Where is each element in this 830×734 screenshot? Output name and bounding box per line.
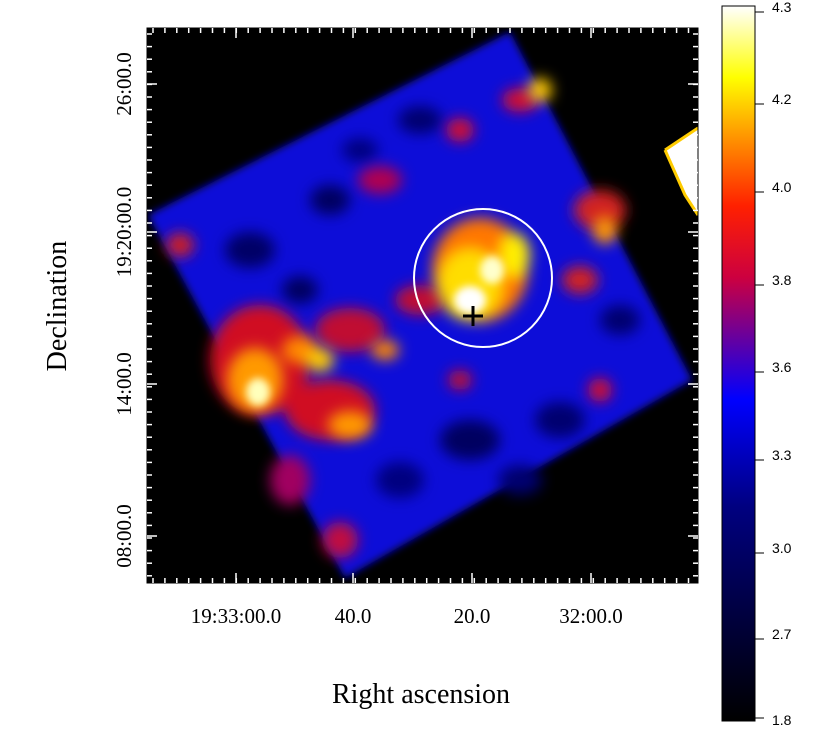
x-tick-label: 32:00.0 <box>559 604 623 628</box>
x-tick-label: 19:33:00.0 <box>191 604 281 628</box>
colorbar-ticks <box>755 11 764 719</box>
y-tick-label: 08:00.0 <box>112 504 136 568</box>
peak-emission <box>246 256 504 406</box>
y-tick-label: 19:20:00.0 <box>112 187 136 277</box>
colorbar-label: 3.3 <box>772 447 792 463</box>
source-cross-marker <box>463 306 483 326</box>
colorbar-label: 3.6 <box>772 359 792 375</box>
y-tick-label: 26:00.0 <box>112 52 136 116</box>
axis-ticks <box>147 28 698 583</box>
x-tick-label: 40.0 <box>335 604 372 628</box>
colorbar <box>721 5 756 722</box>
colorbar-label: 3.0 <box>772 540 792 556</box>
background-noise <box>225 106 640 498</box>
colorbar-label: 3.8 <box>772 272 792 288</box>
x-axis-title: Right ascension <box>332 679 510 710</box>
y-tick-label: 14:00.0 <box>112 352 136 416</box>
colorbar-label: 2.7 <box>772 626 792 642</box>
region-circle-marker <box>413 208 553 348</box>
colorbar-label: 4.2 <box>772 91 792 107</box>
colorbar-label: 1.8 <box>772 712 792 728</box>
plot-frame <box>146 27 699 584</box>
colorbar-label: 4.0 <box>772 179 792 195</box>
x-tick-label: 20.0 <box>454 604 491 628</box>
colorbar-label: 4.3 <box>772 0 792 15</box>
y-axis-title: Declination <box>42 241 73 372</box>
bright-edge-source <box>665 128 698 215</box>
